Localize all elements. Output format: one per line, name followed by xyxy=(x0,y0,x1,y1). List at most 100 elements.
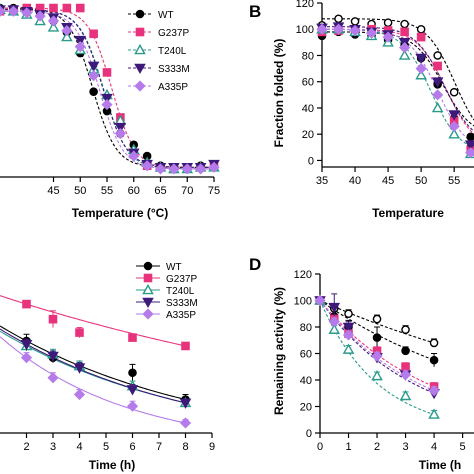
panel-c-x-tick-label: 7 xyxy=(156,441,162,453)
panel-c-point-s333m xyxy=(179,398,192,409)
panel-c-x-tick-label: 4 xyxy=(76,441,82,453)
panel-b-x-tick-label: 40 xyxy=(349,175,361,187)
panel-d-x-tick-label: 4 xyxy=(431,441,437,453)
panel-letter-d: D xyxy=(249,255,261,274)
panel-a-x-tick-label: 65 xyxy=(154,185,166,197)
panel-d-x-tick-label: 0 xyxy=(317,441,323,453)
panel-d-point-t240l xyxy=(428,408,440,419)
panel-b-y-tick-label: 20 xyxy=(302,129,314,141)
panel-a-legend-marker xyxy=(134,63,146,75)
panel-d-fit-t240l xyxy=(319,300,435,416)
panel-a-point-a335p xyxy=(168,163,180,175)
panel-b-fit-wt-open xyxy=(322,18,474,121)
panel-c-points xyxy=(20,299,192,429)
panel-b-point-wt-open xyxy=(400,19,409,29)
panel-b-x-tick-label: 45 xyxy=(382,175,394,187)
panel-b-point-a335p xyxy=(316,23,328,35)
panel-d-point-wt-open xyxy=(401,325,410,334)
panel-a-point-s333m xyxy=(114,122,127,134)
panel-c-point-wt xyxy=(128,368,137,378)
panel-a-x-tick-label: 45 xyxy=(47,185,59,197)
panel-a-point-s333m xyxy=(87,61,100,73)
panel-b-y-tick-label: 100 xyxy=(296,24,314,36)
panel-d-point-wt-open xyxy=(344,309,353,319)
panel-b-point-s333m xyxy=(431,77,444,88)
panel-c-legend-label: WT xyxy=(166,262,182,273)
panel-a-point-a335p xyxy=(34,10,46,22)
panel-a-legend-marker xyxy=(134,43,146,55)
panel-b-point-a335p xyxy=(349,24,361,37)
panel-b-x-tick-label: 50 xyxy=(415,175,427,187)
panel-d-y-tick-label: 0 xyxy=(306,428,312,440)
panel-c-point-a335p xyxy=(179,417,192,429)
panel-c-fit-curves xyxy=(0,295,186,424)
panel-b-point-a335p xyxy=(399,42,411,54)
panel-b-point-g237p xyxy=(416,32,426,42)
panel-d-point-wt xyxy=(372,333,382,342)
panel-b-y-tick-label: 80 xyxy=(302,50,314,62)
panel-b-point-a335p xyxy=(448,120,460,132)
panel-c-x-tick-label: 2 xyxy=(23,441,29,453)
panel-d-x-tick-label: 5 xyxy=(460,441,466,453)
panel-b-y-tick-label: 60 xyxy=(302,77,314,89)
panel-d-point-wt xyxy=(401,346,410,356)
panel-d-x-tick-label: 3 xyxy=(402,441,408,453)
panel-a-point-g237p xyxy=(102,68,112,77)
panel-d-x-tick-label: 1 xyxy=(345,441,351,453)
panel-a-legend: WT G237P T240L S333M A335P xyxy=(128,9,190,93)
panel-a-point-a335p xyxy=(154,163,167,175)
panel-a-legend-label: G237P xyxy=(158,28,189,39)
panel-d-point-a335p xyxy=(314,294,326,307)
panel-d-point-t240l xyxy=(342,343,355,354)
panel-a-point-a335p xyxy=(114,127,126,140)
panel-d-point-wt xyxy=(429,355,439,365)
panel-a-legend-label: WT xyxy=(158,10,174,21)
panel-c-fit-a335p xyxy=(0,336,186,424)
panel-c-point-s333m xyxy=(20,339,33,351)
panel-b-point-a335p xyxy=(382,31,394,43)
panel-b-chart: 35 40 45 50 55 0 20 40 60 80 100 120 Temperature Fr… xyxy=(272,0,474,220)
panel-c-point-a335p xyxy=(126,400,139,412)
panel-b-x-tick-label: 55 xyxy=(448,175,460,187)
panel-c-x-tick-label: 3 xyxy=(50,441,56,453)
panel-c-point-a335p xyxy=(73,388,86,401)
panel-c-point-s333m xyxy=(73,363,86,374)
panel-a-point-a335p xyxy=(21,7,33,19)
panel-a-point-wt xyxy=(89,87,98,97)
panel-letter-b: B xyxy=(249,2,261,21)
panel-c-point-g237p xyxy=(181,341,190,351)
panel-c-point-g237p xyxy=(75,328,84,337)
panel-c-x-tick-label: 9 xyxy=(209,441,215,453)
panel-b-y-tick-label: 0 xyxy=(308,155,314,167)
panel-b-point-a335p xyxy=(332,23,345,35)
panel-d-point-s333m xyxy=(328,302,341,314)
panel-b-fit-s333m xyxy=(322,26,474,132)
panel-b-y-tick-label: 120 xyxy=(296,0,314,10)
panel-a-x-tick-label: 75 xyxy=(208,185,220,197)
panel-d-point-t240l xyxy=(371,369,383,381)
panel-a-chart: 45 50 55 60 65 70 75 Temperature (°C) WT G237P T… xyxy=(0,3,220,220)
panel-a-legend-label: T240L xyxy=(158,46,187,57)
panel-d-y-tick-label: 20 xyxy=(300,402,312,414)
panel-c-legend-marker xyxy=(142,308,154,320)
panel-b-point-t240l xyxy=(415,69,427,80)
panel-b-point-t240l xyxy=(398,49,411,60)
panel-c-point-a335p xyxy=(47,372,59,384)
panel-a-point-a335p xyxy=(141,160,153,172)
panel-c-axes: 2 3 4 5 6 7 8 9 xyxy=(0,432,215,453)
panel-b-point-t240l xyxy=(448,128,460,139)
panel-a-point-a335p xyxy=(74,41,86,53)
panel-c-fit-wt xyxy=(0,325,186,401)
panel-a-axes: 45 50 55 60 65 70 75 xyxy=(0,176,220,197)
panel-b-fit-t240l xyxy=(322,28,474,149)
panel-a-legend-label: S333M xyxy=(158,64,190,75)
panel-a-point-a335p xyxy=(88,70,100,82)
panel-c-legend-marker xyxy=(143,273,153,283)
panel-a-point-g237p xyxy=(89,29,98,39)
panel-d-axes: 0 1 2 3 4 5 0 20 40 60 80 100 120 xyxy=(294,269,474,453)
panel-b-point-g237p xyxy=(433,61,442,71)
panel-c-legend-label: G237P xyxy=(166,274,197,285)
panel-d-y-tick-label: 100 xyxy=(294,296,312,308)
panel-b-point-a335p xyxy=(365,27,378,39)
